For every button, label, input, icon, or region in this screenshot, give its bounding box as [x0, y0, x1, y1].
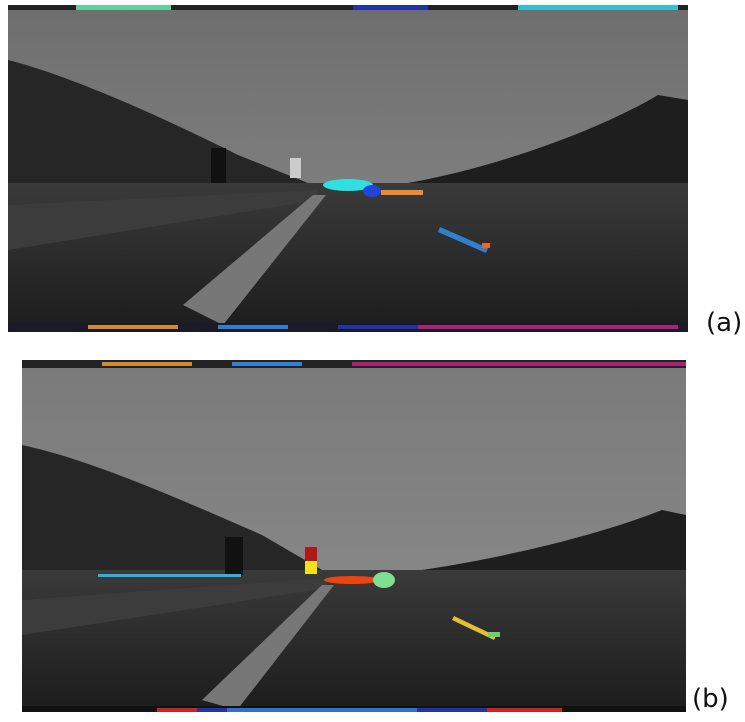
road-scene-image [8, 5, 688, 332]
road-scene-image [22, 360, 686, 712]
panel-label: (b) [692, 684, 729, 714]
panel-label: (a) [706, 308, 742, 338]
figure: (a) (b) [0, 0, 745, 722]
